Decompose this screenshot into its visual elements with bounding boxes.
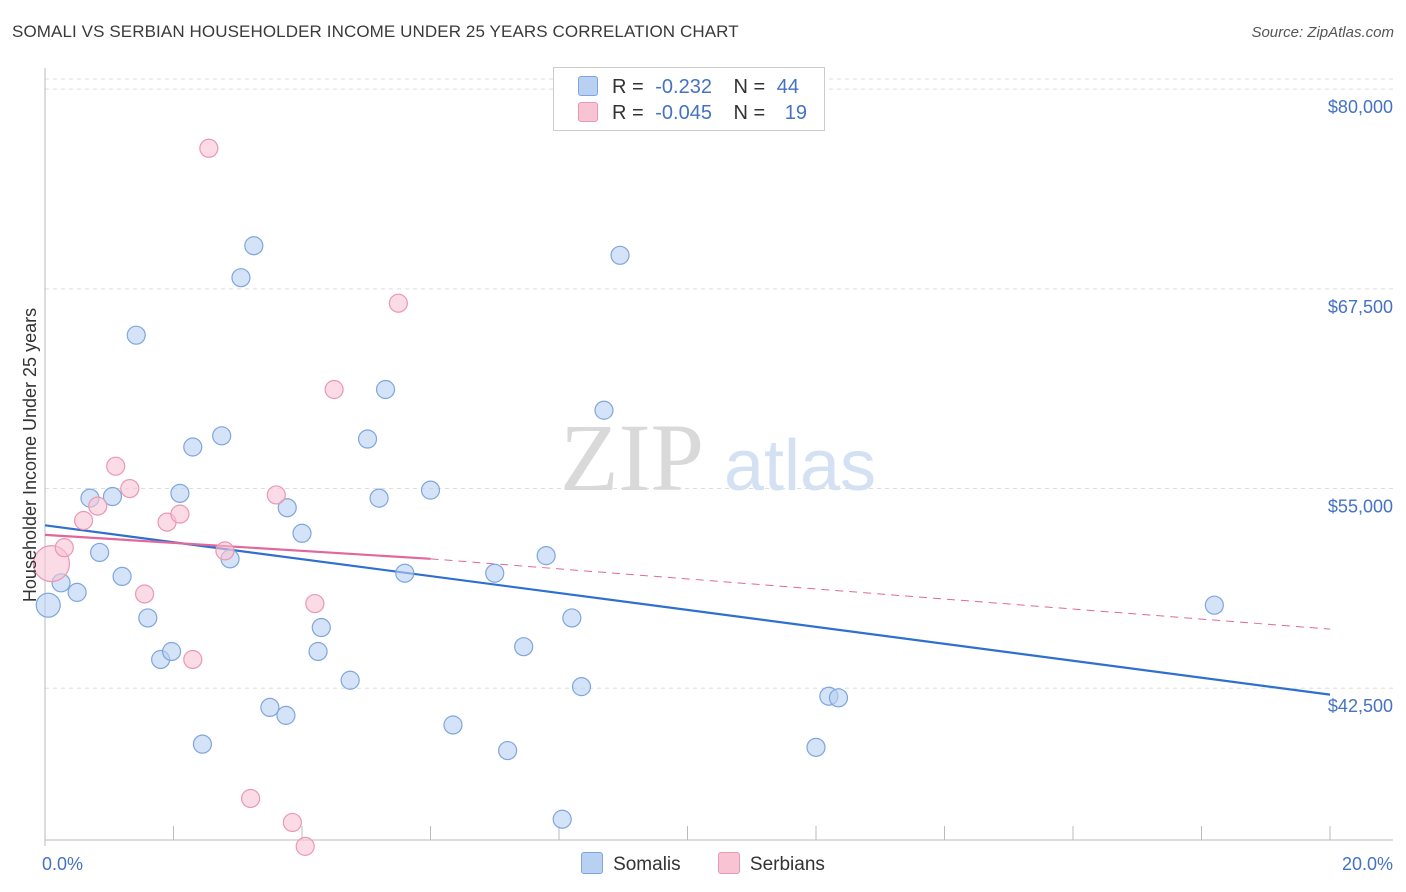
serbians-legend-swatch [717,852,740,874]
somalis-point [277,498,297,518]
points-layer [32,138,1224,856]
serbians-point [73,510,94,531]
somalis-point [357,429,378,449]
somalis-point [498,740,518,761]
somalis-point [170,483,190,503]
somalis-point [340,670,360,690]
watermark: ZIP atlas [560,404,876,511]
somalis-swatch [578,76,598,96]
somalis-legend-swatch [581,852,604,874]
tick-labels: $42,500 $55,000 $67,500 $80,000 0.0% 20.0% [42,97,1393,874]
somalis-point [90,542,110,563]
serbians-point [54,538,74,558]
serbians-point [106,456,126,476]
serbians-trendline [44,533,431,560]
somalis-point [311,617,331,638]
somalis-point [35,592,61,618]
somalis-point [571,677,592,697]
x-tick-label: 20.0% [1342,854,1393,874]
somalis-point [536,546,556,566]
somalis-point [161,641,182,662]
serbians-point [282,812,302,833]
somalis-point [244,236,264,256]
legend-item-somalis: Somalis [581,852,681,876]
serbians-point [183,649,203,670]
serbians-point [215,541,235,561]
legend-n-label: N = [733,76,766,98]
serbians-point [199,138,219,158]
somalis-point [276,705,296,725]
serbians-point [266,485,286,505]
grid-layer [45,78,1393,689]
watermark-zip: ZIP [560,404,704,511]
serbians-point [120,478,140,499]
stats-legend: R = -0.232 N = 44 R = -0.045 N = 19 [553,67,825,131]
x-tick-label: 0.0% [42,854,83,874]
legend-r-value: -0.045 [655,102,712,124]
legend-n-value: 19 [784,102,808,124]
serbians-point [305,593,325,614]
y-axis-label: Householder Income Under 25 years [20,308,40,602]
serbians-trendline-extension [430,558,1331,630]
serbians-point [170,504,190,524]
somalis-point [552,809,572,829]
somalis-point [138,608,158,628]
y-tick-label: $67,500 [1328,297,1393,317]
somalis-point [67,582,87,602]
y-tick-label: $42,500 [1328,696,1393,716]
somalis-point [610,245,630,265]
legend-item-serbians: Serbians [717,852,825,876]
serbians-point [241,788,261,809]
somalis-point [102,486,123,507]
legend-r-value: -0.232 [655,76,712,98]
serbians-legend-label: Serbians [749,854,825,875]
somalis-point [308,641,328,662]
chart-title: SOMALI VS SERBIAN HOUSEHOLDER INCOME UND… [12,22,739,41]
watermark-atlas: atlas [724,426,876,506]
serbians-point [88,496,108,516]
serbians-point [295,836,315,856]
somalis-point [375,379,396,400]
trend-layer [44,524,1331,696]
somalis-point [395,563,415,583]
somalis-point [1204,595,1224,615]
somalis-point [192,734,213,754]
somalis-point [806,737,826,757]
somalis-point [292,523,312,543]
somalis-point [212,426,232,446]
somalis-legend-label: Somalis [613,854,681,875]
somalis-point [260,697,280,718]
legend-r-label: R = [612,76,644,98]
axis-layer [44,68,1393,846]
somalis-point [443,715,463,735]
somalis-point [126,325,146,345]
somalis-point [183,437,203,457]
somalis-point [828,688,849,708]
legend-n-label: N = [733,102,766,124]
somalis-point [420,480,441,500]
somalis-point [514,637,534,657]
somalis-point [112,566,132,587]
serbians-swatch [578,102,598,122]
somalis-point [594,400,614,420]
y-tick-label: $80,000 [1328,97,1393,117]
y-tick-label: $55,000 [1328,497,1393,517]
serbians-point [134,584,155,604]
somalis-point [485,563,505,583]
somalis-point [369,488,389,508]
source-label: Source: ZipAtlas.com [1251,24,1394,41]
somalis-trendline [44,524,1331,696]
legend-row-serbians: R = -0.045 N = 19 [578,102,807,126]
somalis-point [231,268,251,288]
series-legend: Somalis Serbians [0,852,1406,876]
serbians-point [388,293,408,313]
serbians-point [324,379,344,400]
legend-n-value: 44 [776,76,800,98]
legend-r-label: R = [612,102,644,124]
legend-row-somalis: R = -0.232 N = 44 [578,76,799,100]
somalis-point [562,608,582,628]
